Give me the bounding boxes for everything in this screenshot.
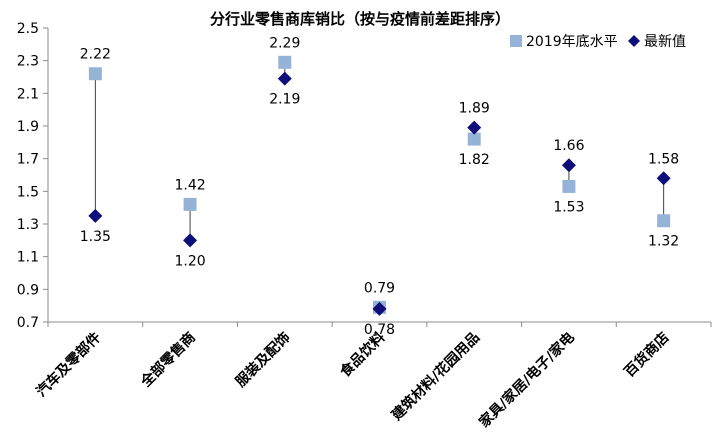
data-labels: 2.22 1.35 1.42 1.20 2.29 2.19 0.79 0.78 1.82 1.89… [80,35,679,338]
marker-latest [372,301,387,316]
chart-title: 分行业零售商库销比（按与疫情前差距排序） [210,10,510,28]
y-tick-label: 2.3 [17,54,39,70]
y-tick-label: 0.7 [17,315,39,331]
data-label-2019: 2.29 [269,35,300,51]
x-category-label: 建筑材料/花园用品 [388,329,483,424]
marker-latest [561,158,576,173]
x-category-label: 服装及配饰 [232,329,294,391]
x-category-label: 家具/家居/电子/家电 [476,329,578,431]
data-label-2019: 1.42 [174,177,205,193]
marker-2019 [88,67,102,81]
data-label-latest: 1.20 [174,253,205,269]
legend-marker-2019 [510,35,522,47]
legend-label-2019: 2019年底水平 [526,34,618,50]
data-label-2019: 0.79 [364,280,395,296]
y-tick-label: 1.1 [17,250,39,266]
y-tick-label: 1.7 [17,152,39,168]
marker-latest [277,71,292,86]
marker-2019 [467,132,481,146]
data-label-latest: 1.58 [648,151,679,167]
data-label-latest: 0.78 [364,322,395,338]
axes: 0.7 0.9 1.1 1.3 1.5 1.7 1.9 2.1 2.3 2.5 汽车及零部件 全部零售… [17,21,712,431]
data-label-latest: 1.89 [459,101,490,117]
y-tick-label: 1.3 [17,217,39,233]
legend-marker-latest [628,35,640,47]
data-label-2019: 1.82 [459,152,490,168]
x-category-label: 全部零售商 [137,329,199,391]
y-tick-label: 1.5 [17,184,39,200]
y-tick-label: 0.9 [17,282,39,298]
x-category-label: 百货商店 [621,329,673,381]
data-label-2019: 1.53 [553,199,584,215]
marker-latest [656,171,671,186]
y-tick-label: 2.1 [17,86,39,102]
marker-2019 [562,179,576,193]
x-category-label: 汽车及零部件 [33,329,104,400]
markers [88,55,671,316]
data-label-latest: 2.19 [269,92,300,108]
y-tick-label: 1.9 [17,119,39,135]
marker-2019 [278,55,292,69]
data-label-2019: 2.22 [80,47,111,63]
marker-2019 [657,214,671,228]
marker-latest [467,120,482,135]
legend: 2019年底水平 最新值 [510,34,686,50]
marker-latest [88,208,103,223]
data-label-2019: 1.32 [648,234,679,250]
y-tick-label: 2.5 [17,21,39,37]
legend-label-latest: 最新值 [644,34,686,50]
data-label-latest: 1.66 [553,138,584,154]
data-label-latest: 1.35 [80,229,111,245]
marker-2019 [183,197,197,211]
marker-latest [183,233,198,248]
